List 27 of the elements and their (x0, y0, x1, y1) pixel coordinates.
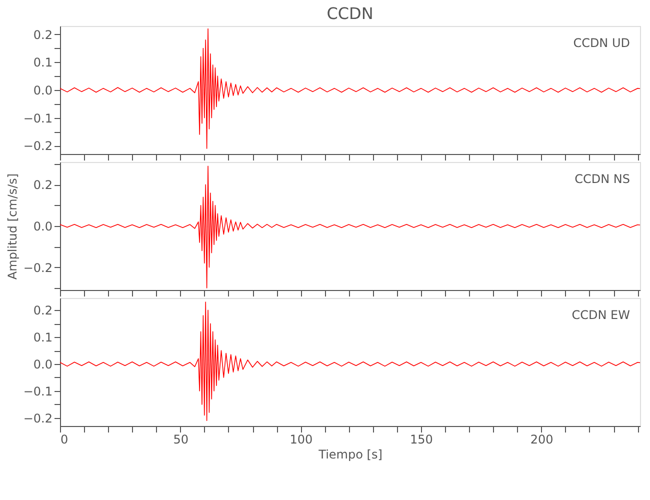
y-tick-label: 0.2 (33, 28, 52, 42)
y-tick-label: 0.2 (33, 304, 52, 318)
y-tick-label: 0.0 (33, 220, 52, 234)
line-series (60, 302, 640, 422)
y-tick-label: 0.2 (33, 178, 52, 192)
annotation: CCDN EW (572, 308, 630, 322)
y-axis-title: Amplitud [cm/s/s] (5, 173, 20, 280)
line-series (60, 166, 640, 288)
x-tick-label: 100 (290, 432, 313, 446)
line-series (60, 28, 640, 149)
y-tick-label: 0.1 (33, 56, 52, 70)
x-axis-title: Tiempo [s] (318, 448, 382, 462)
y-tick-label: 0.1 (33, 330, 52, 345)
x-tick-label: 0 (60, 432, 68, 446)
y-tick-label: −0.1 (23, 111, 52, 126)
x-tick-label: 200 (530, 432, 554, 446)
y-tick-label: −0.1 (23, 384, 52, 398)
annotation: CCDN UD (573, 36, 630, 50)
y-tick-label: 0.0 (33, 358, 52, 372)
y-tick-label: −0.2 (23, 139, 52, 154)
y-tick-label: −0.2 (23, 411, 52, 426)
x-tick-label: 50 (173, 432, 188, 446)
x-tick-label: 150 (410, 432, 433, 446)
y-tick-label: 0.0 (33, 84, 52, 98)
y-tick-label: −0.2 (23, 260, 52, 275)
chart-title: CCDN (326, 4, 374, 23)
annotation: CCDN NS (574, 172, 630, 186)
